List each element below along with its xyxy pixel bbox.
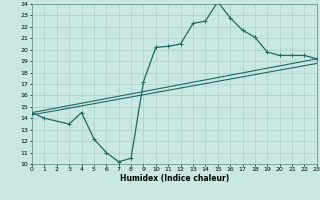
X-axis label: Humidex (Indice chaleur): Humidex (Indice chaleur) [120,174,229,183]
